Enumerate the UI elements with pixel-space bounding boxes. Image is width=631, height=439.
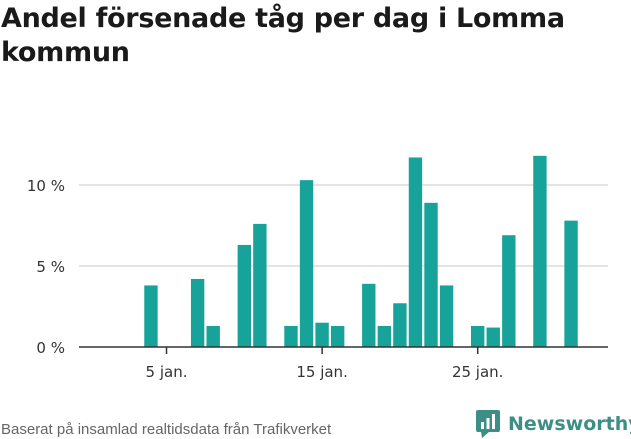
bar xyxy=(377,325,392,347)
bar xyxy=(299,180,314,347)
bar xyxy=(439,285,454,347)
bar xyxy=(486,327,500,347)
bar xyxy=(206,325,220,347)
gridlines xyxy=(79,184,608,267)
bar-chart: 5 jan. 15 jan. 25 jan. 0 % 5 % 10 % xyxy=(27,155,608,381)
bar xyxy=(315,322,329,347)
x-tick-label: 15 jan. xyxy=(296,363,348,381)
y-axis-ticks: 0 % 5 % 10 % xyxy=(27,177,65,357)
newsworthy-logo-icon xyxy=(476,410,500,438)
bar xyxy=(424,202,438,347)
y-tick-label: 0 % xyxy=(36,339,65,357)
chart-title: Andel försenade tåg per dag i Lomma komm… xyxy=(1,3,565,68)
bar xyxy=(471,325,485,347)
bar xyxy=(362,283,376,347)
bar xyxy=(533,155,547,347)
bar xyxy=(144,285,158,347)
y-tick-label: 10 % xyxy=(27,177,65,195)
bar xyxy=(190,278,205,347)
bar xyxy=(564,220,578,347)
brand-name: Newsworthy xyxy=(508,413,631,435)
x-axis-ticks: 5 jan. 15 jan. 25 jan. xyxy=(146,347,504,381)
y-tick-label: 5 % xyxy=(36,258,65,276)
x-tick-label: 5 jan. xyxy=(146,363,188,381)
source-note: Baserat på insamlad realtidsdata från Tr… xyxy=(1,421,332,438)
bar xyxy=(237,244,251,347)
bar xyxy=(330,325,345,347)
bar xyxy=(253,223,267,347)
x-tick-label: 25 jan. xyxy=(452,363,504,381)
brand-logo[interactable]: Newsworthy xyxy=(476,409,631,439)
bar xyxy=(393,303,407,347)
bar xyxy=(408,157,423,347)
bar xyxy=(284,325,298,347)
bar xyxy=(502,235,516,347)
bars xyxy=(144,155,578,347)
